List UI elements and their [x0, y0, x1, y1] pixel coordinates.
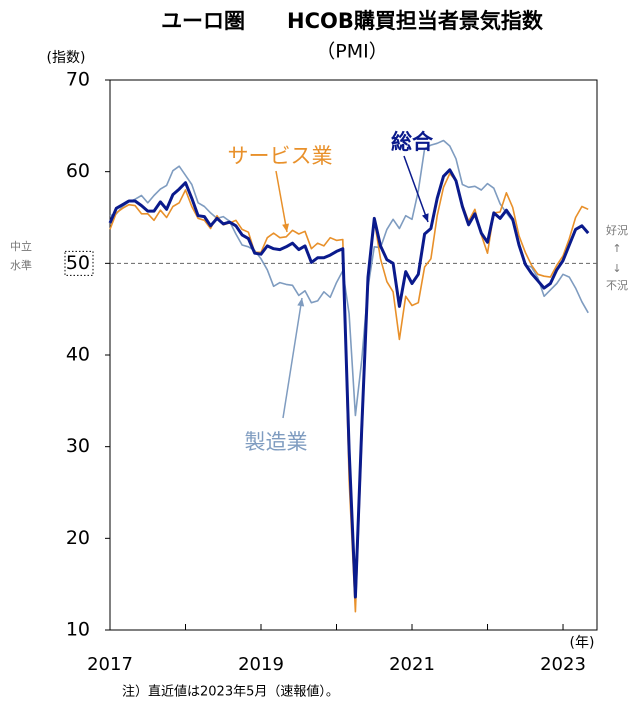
x-tick-label: 2021: [389, 654, 435, 675]
y-tick-label: 60: [66, 160, 90, 182]
series-label: 総合: [391, 130, 434, 154]
x-axis-label: (年): [570, 635, 595, 651]
label-pointer: [403, 155, 429, 223]
label-arrowhead: [282, 223, 290, 232]
neutral-box: [64, 250, 94, 276]
annotation: 不況: [606, 278, 628, 292]
y-tick-label: 50: [66, 252, 90, 274]
series-label: 製造業: [245, 430, 308, 454]
label-arrowhead: [297, 298, 305, 307]
y-tick-label: 30: [66, 435, 90, 457]
y-tick-label: 40: [66, 344, 90, 366]
y-tick-label: 10: [66, 619, 90, 641]
annotation: 中立: [10, 239, 32, 253]
series-line: [108, 168, 590, 599]
series-label: サービス業: [228, 144, 333, 168]
x-tick-label: 2019: [238, 654, 284, 675]
note: 注）直近値は2023年5月（速報値）。: [122, 684, 339, 700]
y-tick-label: 20: [66, 527, 90, 549]
chart-subtitle: （PMI）: [316, 41, 387, 63]
annotation: ↓: [612, 262, 621, 275]
label-pointer: [275, 170, 288, 233]
x-tick-label: 2023: [540, 654, 586, 675]
annotation: 好況: [606, 223, 628, 237]
chart-title: ユーロ圏 HCOB購買担当者景気指数: [161, 9, 544, 33]
annotation: 水準: [10, 258, 32, 272]
annotation: ↑: [612, 242, 621, 255]
label-pointer: [282, 297, 303, 419]
y-tick-label: 70: [66, 69, 90, 91]
x-tick-label: 2017: [87, 654, 133, 675]
label-arrowhead: [421, 213, 429, 222]
series-line: [109, 139, 589, 417]
y-axis-label: (指数): [47, 50, 86, 66]
